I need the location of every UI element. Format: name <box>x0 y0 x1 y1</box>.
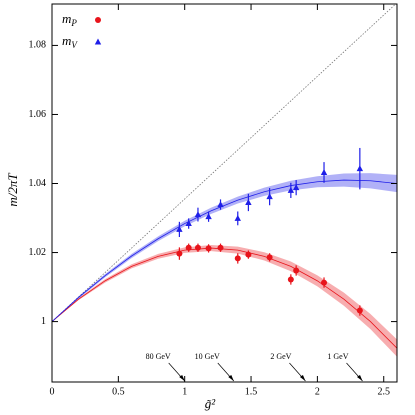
marker <box>205 213 212 220</box>
y-tick-label: 1.02 <box>29 247 47 258</box>
fit-band <box>52 173 397 322</box>
marker <box>217 201 224 208</box>
annotation-arrowhead <box>357 375 363 381</box>
fit-band <box>52 244 397 357</box>
marker <box>293 267 300 274</box>
reference-line <box>52 4 396 322</box>
annotation-label: 2 GeV <box>270 352 291 361</box>
y-tick-label: 1.06 <box>29 109 47 120</box>
x-tick-label: 2.5 <box>377 386 390 397</box>
legend-label: mV <box>62 33 78 50</box>
marker <box>176 250 183 257</box>
marker <box>245 198 252 205</box>
x-tick-label: 1 <box>182 386 187 397</box>
marker <box>266 254 273 261</box>
annotation-arrowhead <box>228 375 234 381</box>
marker <box>205 245 212 252</box>
annotation-label: 1 GeV <box>327 352 348 361</box>
marker <box>287 186 295 193</box>
fit-line <box>52 247 397 349</box>
y-tick-label: 1.08 <box>29 40 47 51</box>
marker <box>320 168 328 175</box>
marker <box>356 307 363 314</box>
legend-marker <box>95 17 101 23</box>
marker <box>234 255 241 262</box>
x-tick-label: 0 <box>50 386 55 397</box>
marker <box>321 279 328 286</box>
marker <box>176 225 183 232</box>
marker <box>356 165 364 172</box>
marker <box>217 244 224 251</box>
fit-line <box>52 179 397 322</box>
annotation-arrowhead <box>179 375 185 381</box>
marker <box>185 220 192 227</box>
marker <box>234 214 241 221</box>
annotation-arrowhead <box>299 375 306 381</box>
y-tick-label: 1.04 <box>29 178 47 189</box>
x-tick-label: 0.5 <box>112 386 125 397</box>
marker <box>245 251 252 258</box>
y-axis-label: m/2πT <box>5 173 20 207</box>
plot-area <box>52 4 397 357</box>
legend-label: mP <box>62 11 77 28</box>
x-tick-label: 1.5 <box>245 386 258 397</box>
marker <box>287 276 294 283</box>
x-axis-label: g̃² <box>205 396 217 411</box>
marker <box>266 193 273 200</box>
annotation-label: 10 GeV <box>195 352 220 361</box>
y-tick-label: 1 <box>41 316 46 327</box>
annotation-label: 80 GeV <box>146 352 171 361</box>
x-tick-label: 2 <box>315 386 320 397</box>
plot-frame <box>51 3 398 383</box>
marker <box>185 244 192 251</box>
legend-marker <box>94 38 102 45</box>
marker <box>194 211 202 218</box>
marker <box>292 184 300 191</box>
marker <box>194 244 201 251</box>
